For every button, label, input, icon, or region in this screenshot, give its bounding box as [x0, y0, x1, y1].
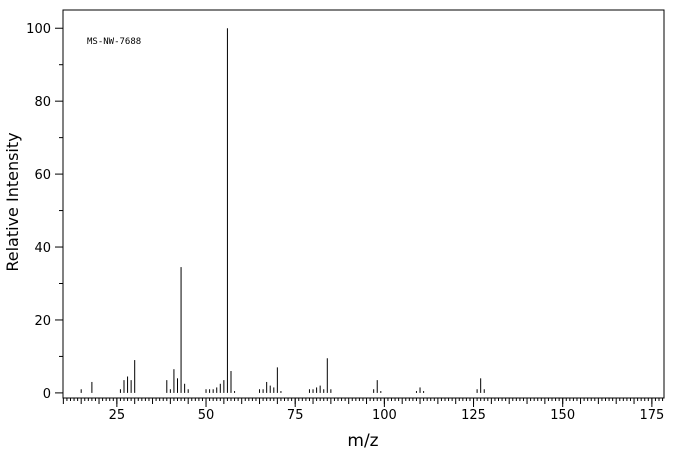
y-tick-label: 100	[26, 22, 51, 37]
x-tick-label: 100	[372, 408, 397, 423]
x-tick-label: 50	[198, 408, 215, 423]
x-tick-label: 175	[639, 408, 664, 423]
y-tick-label: 0	[43, 387, 51, 402]
y-tick-label: 60	[34, 168, 51, 183]
x-tick-label: 125	[461, 408, 486, 423]
x-tick-label: 75	[287, 408, 304, 423]
y-tick-label: 80	[34, 95, 51, 110]
y-tick-label: 20	[34, 314, 51, 329]
x-tick-label: 150	[550, 408, 575, 423]
y-tick-label: 40	[34, 241, 51, 256]
x-tick-label: 25	[109, 408, 126, 423]
x-axis-label: m/z	[347, 431, 378, 451]
annotation: MS-NW-7688	[87, 37, 141, 47]
y-axis-label: Relative Intensity	[3, 132, 22, 271]
plot-frame	[62, 9, 665, 399]
